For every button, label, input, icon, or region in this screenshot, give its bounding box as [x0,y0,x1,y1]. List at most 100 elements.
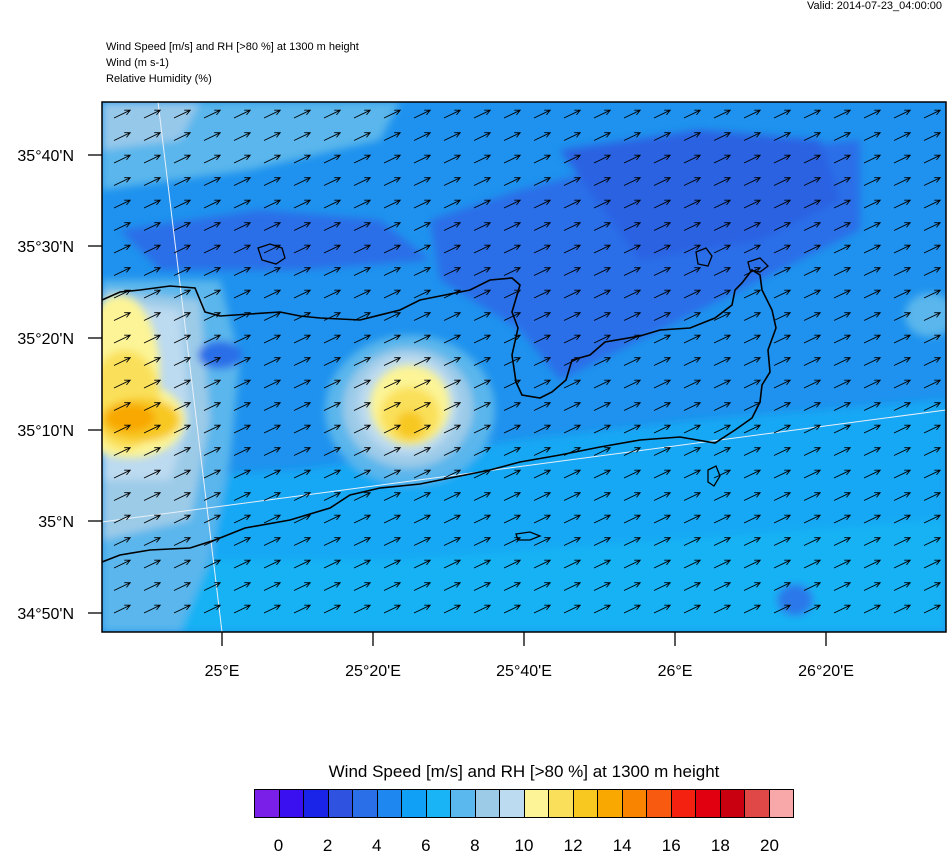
wind-arrow [863,357,882,366]
wind-arrow [743,424,762,434]
wind-arrow [563,312,582,321]
humidity-field-label: Relative Humidity (%) [106,73,212,85]
wind-arrow [803,537,822,546]
wind-arrow [503,177,522,186]
wind-arrow [593,312,612,321]
wind-arrow [803,469,822,479]
wind-arrow [143,447,162,456]
wind-arrow [923,447,942,456]
lat-label: 35°40'N [17,148,74,165]
wind-arrow [713,199,732,209]
wind-arrow [173,334,192,344]
wind-arrow [113,469,132,479]
wind-arrow [443,357,462,366]
wind-arrow [713,334,732,344]
wind-arrow [683,447,702,456]
wind-arrow [773,289,792,299]
wind-arrow [893,177,912,186]
wind-arrow [833,582,852,591]
wind-arrow [803,357,822,366]
wind-arrow [803,154,822,164]
wind-arrow [803,222,822,231]
wind-arrow [833,177,852,186]
wind-arrow [503,492,522,501]
wind-arrow [593,537,612,546]
wind-arrow [893,109,912,119]
wind-arrow [383,514,402,524]
wind-arrow [293,447,312,456]
wind-arrow [623,559,642,569]
wind-arrow [143,267,162,276]
wind-arrow [563,244,582,254]
wind-arrow [413,447,432,456]
wind-arrow [293,222,312,231]
wind-arrow [893,132,912,141]
wind-arrow [353,469,372,479]
wind-arrow [893,514,912,524]
legend-tick-label: 2 [322,836,333,855]
wind-arrow [533,199,552,209]
wind-arrow [923,379,942,389]
wind-arrow [803,289,822,299]
wind-arrow [923,537,942,546]
wind-arrow [803,514,822,524]
wind-arrow [863,244,882,254]
wind-arrow [923,132,942,141]
wind-arrow [293,177,312,186]
humidity-overlay [102,295,450,458]
wind-arrow [143,244,162,254]
wind-arrow [623,132,642,141]
wind-arrow [443,492,462,501]
wind-arrow [773,132,792,141]
wind-arrow [893,289,912,299]
wind-arrow [113,424,132,434]
wind-arrow [473,222,492,231]
wind-arrow [323,424,342,434]
legend-swatch [304,790,329,817]
wind-arrow [563,469,582,479]
wind-arrow [833,604,852,614]
wind-arrow [473,424,492,434]
wind-arrow [113,492,132,501]
wind-arrow [383,469,402,479]
wind-arrow [653,132,672,141]
wind-arrow [893,469,912,479]
wind-arrow [353,402,372,411]
wind-arrow [683,334,702,344]
wind-arrow [143,132,162,141]
wind-arrow [413,469,432,479]
wind-arrow [713,559,732,569]
wind-arrow [113,582,132,591]
wind-arrow [653,289,672,299]
wind-arrow [443,582,462,591]
wind-arrow [113,559,132,569]
wind-arrow [683,469,702,479]
legend-swatch [524,790,549,817]
wind-arrow [623,537,642,546]
wind-arrow [233,514,252,524]
wind-arrow [473,177,492,186]
wind-arrow [323,109,342,119]
wind-arrow [893,559,912,569]
wind-arrow [263,244,282,254]
wind-arrow [893,582,912,591]
wind-arrow [143,334,162,344]
wind-arrow [173,559,192,569]
wind-arrow [413,267,432,276]
wind-arrow [743,447,762,456]
wind-arrow [893,199,912,209]
wind-arrow [383,334,402,344]
wind-arrow [833,289,852,299]
wind-arrow [443,402,462,411]
legend-swatch [622,790,647,817]
wind-arrow [863,447,882,456]
wind-arrow [263,289,282,299]
wind-arrow [203,109,222,119]
wind-arrow [743,559,762,569]
wind-arrow [203,222,222,231]
wind-arrow [863,604,882,614]
wind-arrow [743,312,762,321]
wind-arrow [833,222,852,231]
wind-arrow [743,132,762,141]
legend-tick-label: 20 [759,836,779,855]
